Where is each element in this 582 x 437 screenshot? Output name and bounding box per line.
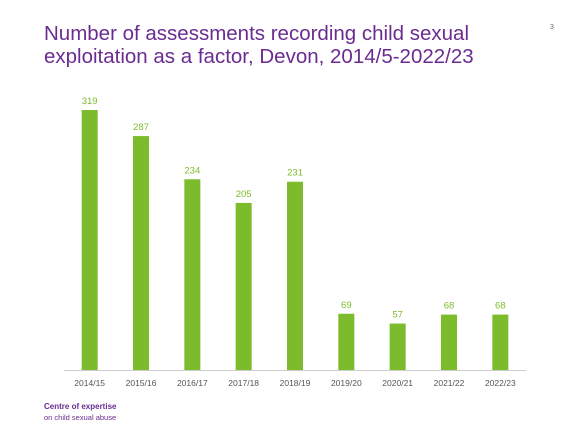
data-label: 287 — [133, 122, 149, 133]
bar — [81, 110, 98, 370]
x-tick-label: 2016/17 — [177, 378, 208, 388]
x-tick-label: 2015/16 — [126, 378, 157, 388]
x-tick-label: 2017/18 — [228, 378, 259, 388]
footer-subtitle: on child sexual abuse — [44, 413, 117, 422]
x-tick-label: 2021/22 — [434, 378, 465, 388]
bar — [133, 136, 149, 370]
bar — [492, 314, 509, 370]
data-label: 68 — [495, 301, 506, 312]
data-label: 319 — [82, 96, 98, 107]
x-tick-label: 2022/23 — [485, 378, 516, 388]
bar — [235, 202, 252, 370]
data-label: 57 — [392, 310, 403, 321]
data-label: 68 — [444, 301, 455, 312]
bar — [441, 314, 457, 370]
data-label: 234 — [184, 165, 200, 176]
x-tick-label: 2018/19 — [280, 378, 311, 388]
data-label: 205 — [236, 189, 252, 200]
bar — [184, 179, 201, 370]
slide-title: Number of assessments recording child se… — [44, 22, 474, 68]
footer-title: Centre of expertise — [44, 402, 117, 411]
data-label: 69 — [341, 300, 352, 311]
page-number: 3 — [550, 24, 554, 31]
data-label: 231 — [287, 168, 303, 179]
x-tick-label: 2020/21 — [382, 378, 413, 388]
bar — [287, 181, 303, 370]
x-tick-label: 2019/20 — [331, 378, 362, 388]
bar — [389, 323, 406, 370]
bar — [338, 313, 355, 370]
x-tick-label: 2014/15 — [74, 378, 105, 388]
